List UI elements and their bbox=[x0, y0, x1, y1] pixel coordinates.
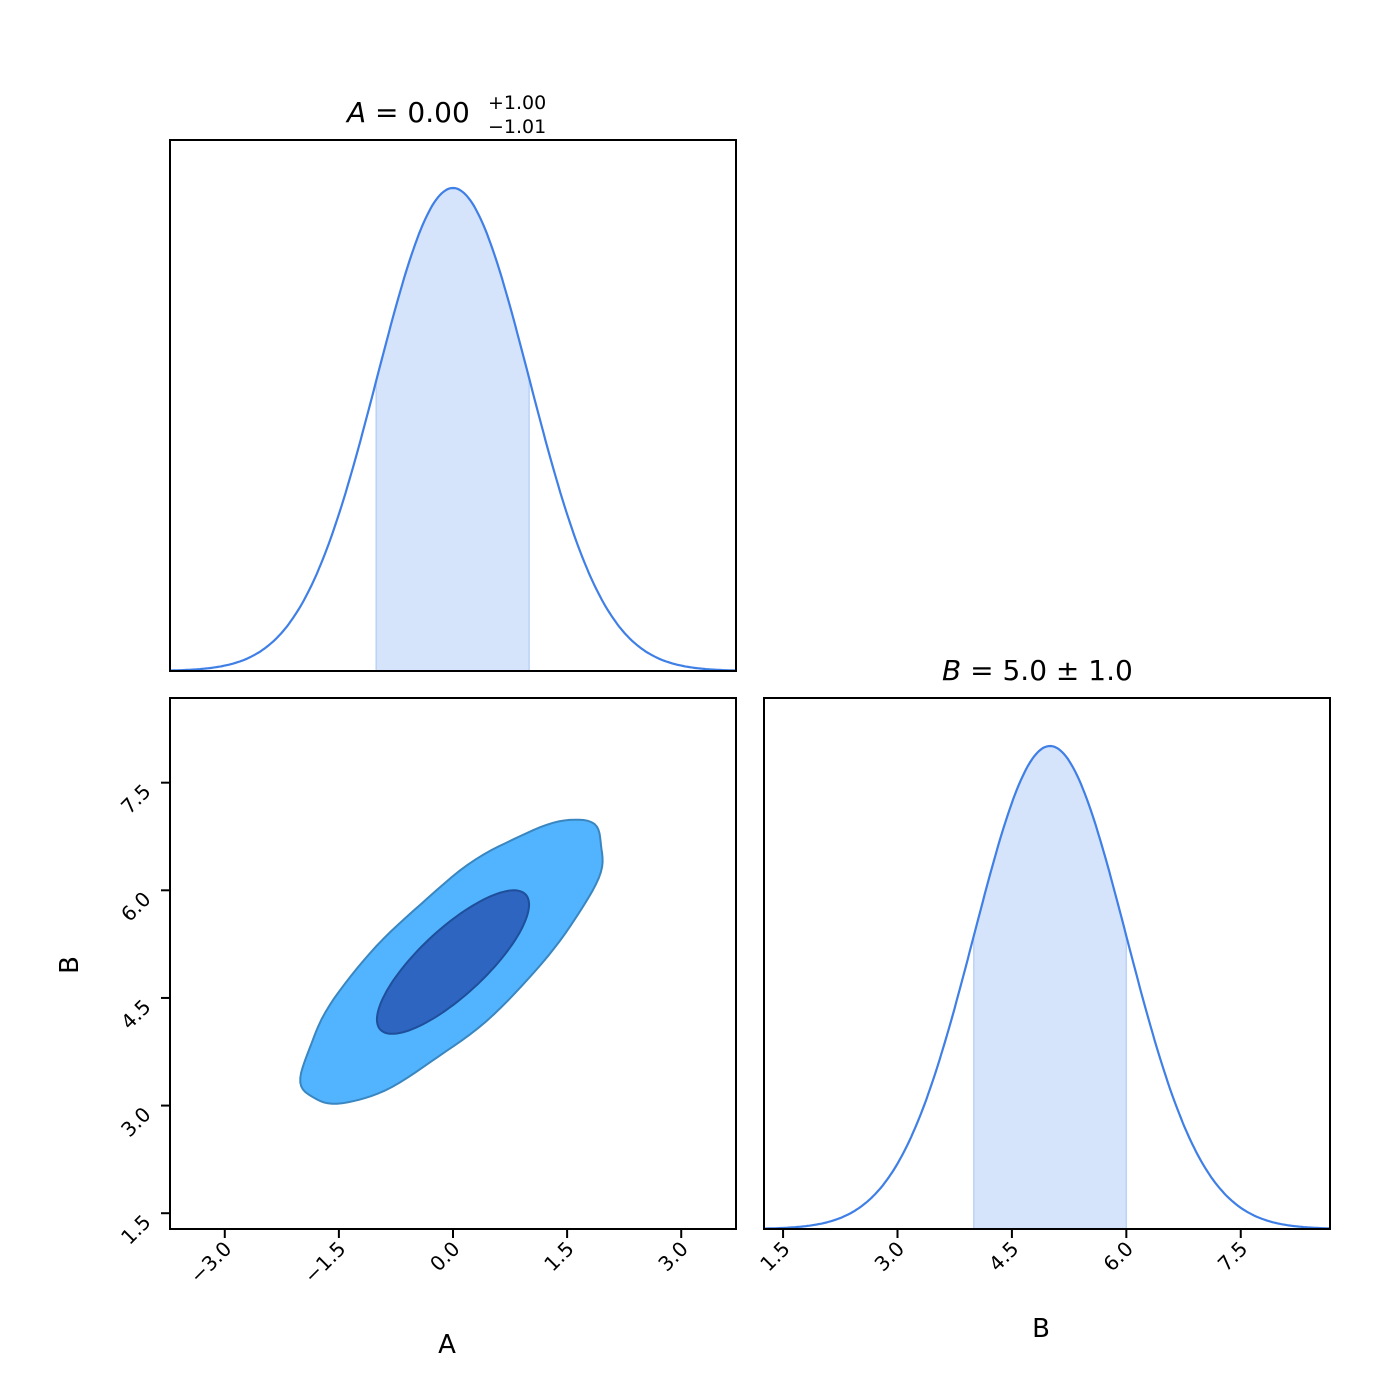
joint-y-axis: 1.5 3.0 4.5 6.0 7.5 bbox=[116, 779, 170, 1249]
tick-label: 7.5 bbox=[116, 779, 155, 818]
tick-label: 3.0 bbox=[653, 1237, 692, 1276]
tick-label: 4.5 bbox=[116, 995, 155, 1034]
tick-label: 1.5 bbox=[539, 1237, 578, 1276]
marginal-b-panel: 1.5 3.0 4.5 6.0 7.5 B = 5.0 ± 1.0 B bbox=[755, 654, 1331, 1344]
marginal-b-interval-fill bbox=[973, 745, 1128, 1230]
marginal-a-title-minus: −1.01 bbox=[488, 116, 546, 138]
marginal-a-frame bbox=[169, 139, 737, 672]
contour-1sigma bbox=[375, 889, 531, 1035]
tick-label: −1.5 bbox=[299, 1237, 350, 1288]
tick-label: 7.5 bbox=[1213, 1237, 1252, 1276]
tick-label: −3.0 bbox=[185, 1237, 236, 1288]
marginal-a-panel: A = 0.00 +1.00 −1.01 bbox=[169, 92, 737, 672]
marginal-b-frame bbox=[763, 697, 1331, 1230]
joint-panel: −3.0 −1.5 0.0 1.5 3.0 1.5 3.0 4.5 6.0 7.5 A B bbox=[55, 697, 737, 1360]
marginal-a-curve bbox=[170, 186, 736, 672]
joint-x-axis-label: A bbox=[438, 1330, 456, 1360]
tick-label: 6.0 bbox=[116, 887, 155, 926]
marginal-a-interval-fill bbox=[375, 187, 530, 672]
tick-label: 1.5 bbox=[116, 1210, 155, 1249]
tick-label: 3.0 bbox=[116, 1102, 155, 1141]
joint-y-axis-label: B bbox=[55, 956, 85, 974]
marginal-b-x-axis: 1.5 3.0 4.5 6.0 7.5 bbox=[755, 1229, 1252, 1276]
tick-label: 6.0 bbox=[1098, 1237, 1137, 1276]
joint-x-axis: −3.0 −1.5 0.0 1.5 3.0 bbox=[185, 1229, 693, 1288]
tick-label: 1.5 bbox=[755, 1237, 794, 1276]
tick-label: 0.0 bbox=[425, 1237, 464, 1276]
tick-label: 4.5 bbox=[984, 1237, 1023, 1276]
tick-label: 3.0 bbox=[870, 1237, 909, 1276]
marginal-b-curve bbox=[763, 744, 1330, 1230]
marginal-b-title: B = 5.0 ± 1.0 bbox=[942, 654, 1133, 687]
marginal-a-title: A = 0.00 bbox=[345, 96, 470, 129]
marginal-a-title-plus: +1.00 bbox=[488, 92, 546, 114]
marginal-b-x-axis-label: B bbox=[1032, 1314, 1050, 1344]
